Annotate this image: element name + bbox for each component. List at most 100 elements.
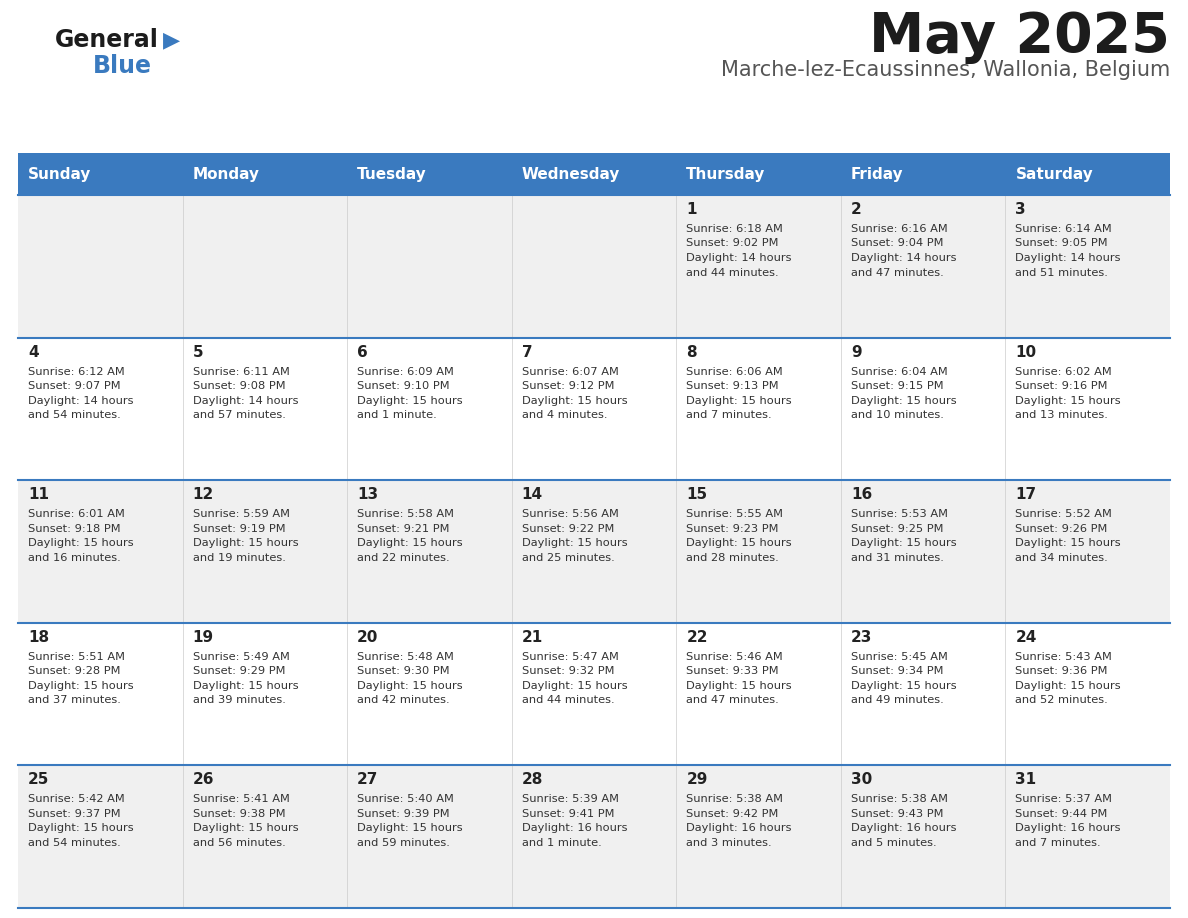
Text: Sunset: 9:33 PM: Sunset: 9:33 PM [687, 666, 779, 677]
Text: Sunrise: 6:14 AM: Sunrise: 6:14 AM [1016, 224, 1112, 234]
Text: Daylight: 15 hours: Daylight: 15 hours [358, 823, 463, 834]
Bar [18, 153, 1170, 195]
Text: and 44 minutes.: and 44 minutes. [687, 267, 779, 277]
Text: 1: 1 [687, 202, 697, 217]
Text: and 52 minutes.: and 52 minutes. [1016, 695, 1108, 705]
Text: Monday: Monday [192, 166, 259, 182]
Text: Thursday: Thursday [687, 166, 765, 182]
Text: Sunrise: 6:18 AM: Sunrise: 6:18 AM [687, 224, 783, 234]
Text: Sunrise: 5:37 AM: Sunrise: 5:37 AM [1016, 794, 1112, 804]
Text: and 10 minutes.: and 10 minutes. [851, 410, 943, 420]
Text: 12: 12 [192, 487, 214, 502]
Text: 15: 15 [687, 487, 707, 502]
Text: Daylight: 15 hours: Daylight: 15 hours [522, 681, 627, 691]
Text: 10: 10 [1016, 344, 1037, 360]
Text: Daylight: 15 hours: Daylight: 15 hours [358, 681, 463, 691]
Text: Sunset: 9:43 PM: Sunset: 9:43 PM [851, 809, 943, 819]
Text: Sunset: 9:37 PM: Sunset: 9:37 PM [29, 809, 121, 819]
Text: and 57 minutes.: and 57 minutes. [192, 410, 285, 420]
Text: Tuesday: Tuesday [358, 166, 426, 182]
Text: Sunrise: 6:01 AM: Sunrise: 6:01 AM [29, 509, 125, 520]
Text: Sunrise: 6:02 AM: Sunrise: 6:02 AM [1016, 366, 1112, 376]
Text: Sunset: 9:38 PM: Sunset: 9:38 PM [192, 809, 285, 819]
Text: Sunset: 9:05 PM: Sunset: 9:05 PM [1016, 239, 1108, 249]
Text: Sunset: 9:18 PM: Sunset: 9:18 PM [29, 523, 121, 533]
Text: Sunrise: 5:59 AM: Sunrise: 5:59 AM [192, 509, 290, 520]
Text: Sunrise: 5:46 AM: Sunrise: 5:46 AM [687, 652, 783, 662]
Text: and 16 minutes.: and 16 minutes. [29, 553, 121, 563]
Text: Sunrise: 5:40 AM: Sunrise: 5:40 AM [358, 794, 454, 804]
Text: 2: 2 [851, 202, 861, 217]
Text: Sunset: 9:28 PM: Sunset: 9:28 PM [29, 666, 120, 677]
Text: Sunset: 9:10 PM: Sunset: 9:10 PM [358, 381, 450, 391]
Text: and 39 minutes.: and 39 minutes. [192, 695, 285, 705]
Text: 20: 20 [358, 630, 379, 644]
Text: Sunrise: 5:58 AM: Sunrise: 5:58 AM [358, 509, 454, 520]
Text: Sunrise: 6:11 AM: Sunrise: 6:11 AM [192, 366, 290, 376]
Text: 21: 21 [522, 630, 543, 644]
Text: 5: 5 [192, 344, 203, 360]
Text: Daylight: 15 hours: Daylight: 15 hours [358, 538, 463, 548]
Text: Daylight: 16 hours: Daylight: 16 hours [687, 823, 791, 834]
Text: Sunrise: 6:09 AM: Sunrise: 6:09 AM [358, 366, 454, 376]
Text: Daylight: 15 hours: Daylight: 15 hours [29, 538, 133, 548]
Text: Sunset: 9:15 PM: Sunset: 9:15 PM [851, 381, 943, 391]
Text: 4: 4 [29, 344, 39, 360]
Text: Sunrise: 5:47 AM: Sunrise: 5:47 AM [522, 652, 619, 662]
Text: Daylight: 14 hours: Daylight: 14 hours [687, 253, 791, 263]
Text: and 28 minutes.: and 28 minutes. [687, 553, 779, 563]
Text: Daylight: 15 hours: Daylight: 15 hours [522, 396, 627, 406]
Text: Daylight: 15 hours: Daylight: 15 hours [29, 823, 133, 834]
Text: Sunset: 9:12 PM: Sunset: 9:12 PM [522, 381, 614, 391]
Text: 28: 28 [522, 772, 543, 788]
Text: Sunset: 9:19 PM: Sunset: 9:19 PM [192, 523, 285, 533]
Text: Daylight: 15 hours: Daylight: 15 hours [851, 681, 956, 691]
Text: and 47 minutes.: and 47 minutes. [851, 267, 943, 277]
Text: Sunset: 9:13 PM: Sunset: 9:13 PM [687, 381, 779, 391]
Text: Daylight: 15 hours: Daylight: 15 hours [687, 538, 792, 548]
Text: and 47 minutes.: and 47 minutes. [687, 695, 779, 705]
Text: Daylight: 15 hours: Daylight: 15 hours [851, 538, 956, 548]
Text: Sunset: 9:16 PM: Sunset: 9:16 PM [1016, 381, 1108, 391]
Text: and 4 minutes.: and 4 minutes. [522, 410, 607, 420]
Text: 24: 24 [1016, 630, 1037, 644]
Text: and 1 minute.: and 1 minute. [522, 838, 601, 848]
Text: 19: 19 [192, 630, 214, 644]
Text: Sunset: 9:22 PM: Sunset: 9:22 PM [522, 523, 614, 533]
Text: Sunset: 9:32 PM: Sunset: 9:32 PM [522, 666, 614, 677]
Text: Daylight: 14 hours: Daylight: 14 hours [851, 253, 956, 263]
Text: 16: 16 [851, 487, 872, 502]
Text: 30: 30 [851, 772, 872, 788]
Text: Daylight: 15 hours: Daylight: 15 hours [192, 538, 298, 548]
Text: Sunset: 9:34 PM: Sunset: 9:34 PM [851, 666, 943, 677]
Text: Sunrise: 6:06 AM: Sunrise: 6:06 AM [687, 366, 783, 376]
Text: Daylight: 15 hours: Daylight: 15 hours [687, 396, 792, 406]
Text: Daylight: 14 hours: Daylight: 14 hours [192, 396, 298, 406]
Bar [18, 622, 1170, 766]
Bar [18, 480, 1170, 622]
Text: Sunrise: 5:55 AM: Sunrise: 5:55 AM [687, 509, 783, 520]
Text: Sunset: 9:04 PM: Sunset: 9:04 PM [851, 239, 943, 249]
Text: Sunset: 9:08 PM: Sunset: 9:08 PM [192, 381, 285, 391]
Text: and 19 minutes.: and 19 minutes. [192, 553, 285, 563]
Text: ▶: ▶ [163, 30, 181, 50]
Text: Blue: Blue [93, 54, 152, 78]
Text: and 42 minutes.: and 42 minutes. [358, 695, 450, 705]
Text: Wednesday: Wednesday [522, 166, 620, 182]
Text: Sunrise: 5:49 AM: Sunrise: 5:49 AM [192, 652, 290, 662]
Text: and 34 minutes.: and 34 minutes. [1016, 553, 1108, 563]
Text: Sunrise: 5:52 AM: Sunrise: 5:52 AM [1016, 509, 1112, 520]
Text: and 59 minutes.: and 59 minutes. [358, 838, 450, 848]
Text: Sunset: 9:02 PM: Sunset: 9:02 PM [687, 239, 779, 249]
Text: Sunset: 9:07 PM: Sunset: 9:07 PM [29, 381, 121, 391]
Text: Sunday: Sunday [29, 166, 91, 182]
Text: General: General [55, 28, 159, 52]
Bar [18, 338, 1170, 480]
Text: Sunset: 9:30 PM: Sunset: 9:30 PM [358, 666, 450, 677]
Text: Daylight: 16 hours: Daylight: 16 hours [851, 823, 956, 834]
Text: 18: 18 [29, 630, 49, 644]
Text: 11: 11 [29, 487, 49, 502]
Text: Daylight: 15 hours: Daylight: 15 hours [1016, 396, 1121, 406]
Text: 9: 9 [851, 344, 861, 360]
Text: Sunrise: 5:41 AM: Sunrise: 5:41 AM [192, 794, 290, 804]
